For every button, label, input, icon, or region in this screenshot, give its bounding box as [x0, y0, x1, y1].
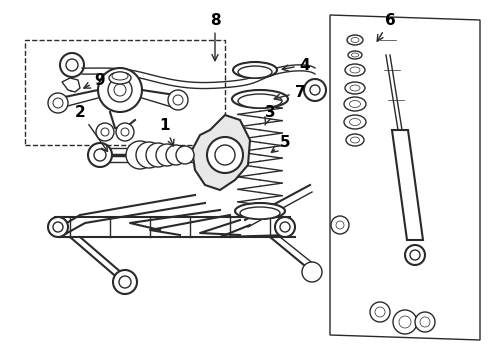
Circle shape	[310, 85, 320, 95]
Ellipse shape	[112, 72, 128, 80]
Ellipse shape	[109, 72, 131, 84]
Circle shape	[136, 142, 162, 168]
Ellipse shape	[350, 85, 360, 91]
Ellipse shape	[345, 82, 365, 94]
Circle shape	[113, 270, 137, 294]
Circle shape	[88, 143, 112, 167]
Ellipse shape	[238, 66, 272, 78]
Ellipse shape	[232, 90, 288, 108]
Circle shape	[280, 222, 290, 232]
Circle shape	[176, 146, 194, 164]
Circle shape	[96, 123, 114, 141]
Polygon shape	[392, 130, 423, 240]
Text: 2: 2	[74, 104, 107, 152]
Ellipse shape	[235, 203, 285, 219]
Circle shape	[126, 141, 154, 169]
Circle shape	[415, 312, 435, 332]
Ellipse shape	[344, 97, 366, 111]
Circle shape	[410, 250, 420, 260]
Circle shape	[304, 79, 326, 101]
Circle shape	[275, 217, 295, 237]
Circle shape	[405, 245, 425, 265]
Circle shape	[48, 217, 68, 237]
Circle shape	[399, 316, 411, 328]
Circle shape	[173, 95, 183, 105]
Circle shape	[60, 53, 84, 77]
Polygon shape	[62, 78, 80, 92]
Circle shape	[94, 149, 106, 161]
Circle shape	[116, 123, 134, 141]
Ellipse shape	[240, 207, 280, 219]
Circle shape	[53, 98, 63, 108]
Circle shape	[156, 144, 178, 166]
Circle shape	[53, 222, 63, 232]
Ellipse shape	[349, 100, 361, 108]
Circle shape	[331, 216, 349, 234]
Circle shape	[146, 143, 170, 167]
Circle shape	[207, 137, 243, 173]
Text: 5: 5	[271, 135, 290, 152]
Ellipse shape	[350, 67, 360, 73]
Ellipse shape	[351, 53, 359, 57]
Circle shape	[101, 128, 109, 136]
Circle shape	[119, 276, 131, 288]
Ellipse shape	[238, 94, 282, 108]
Circle shape	[215, 145, 235, 165]
Circle shape	[66, 59, 78, 71]
Circle shape	[114, 84, 126, 96]
Circle shape	[67, 81, 77, 91]
Circle shape	[420, 317, 430, 327]
Text: 6: 6	[377, 13, 395, 41]
Text: 9: 9	[84, 72, 105, 88]
Text: 4: 4	[282, 58, 310, 72]
Circle shape	[108, 78, 132, 102]
Ellipse shape	[233, 62, 277, 78]
Ellipse shape	[348, 51, 362, 59]
Ellipse shape	[351, 37, 359, 42]
Ellipse shape	[344, 115, 366, 129]
Ellipse shape	[347, 35, 363, 45]
Polygon shape	[192, 115, 250, 190]
Text: 8: 8	[210, 13, 220, 61]
Circle shape	[98, 68, 142, 112]
Ellipse shape	[349, 118, 361, 126]
Polygon shape	[330, 15, 480, 340]
Circle shape	[166, 145, 186, 165]
Circle shape	[393, 310, 417, 334]
Text: 7: 7	[274, 85, 305, 100]
Circle shape	[336, 221, 344, 229]
Ellipse shape	[346, 134, 364, 146]
Text: 3: 3	[265, 104, 275, 125]
Circle shape	[375, 307, 385, 317]
Circle shape	[121, 128, 129, 136]
FancyBboxPatch shape	[25, 40, 225, 145]
Text: 1: 1	[160, 117, 174, 146]
Ellipse shape	[350, 137, 360, 143]
Ellipse shape	[345, 64, 365, 76]
Circle shape	[370, 302, 390, 322]
Circle shape	[48, 93, 68, 113]
Circle shape	[168, 90, 188, 110]
Circle shape	[302, 262, 322, 282]
